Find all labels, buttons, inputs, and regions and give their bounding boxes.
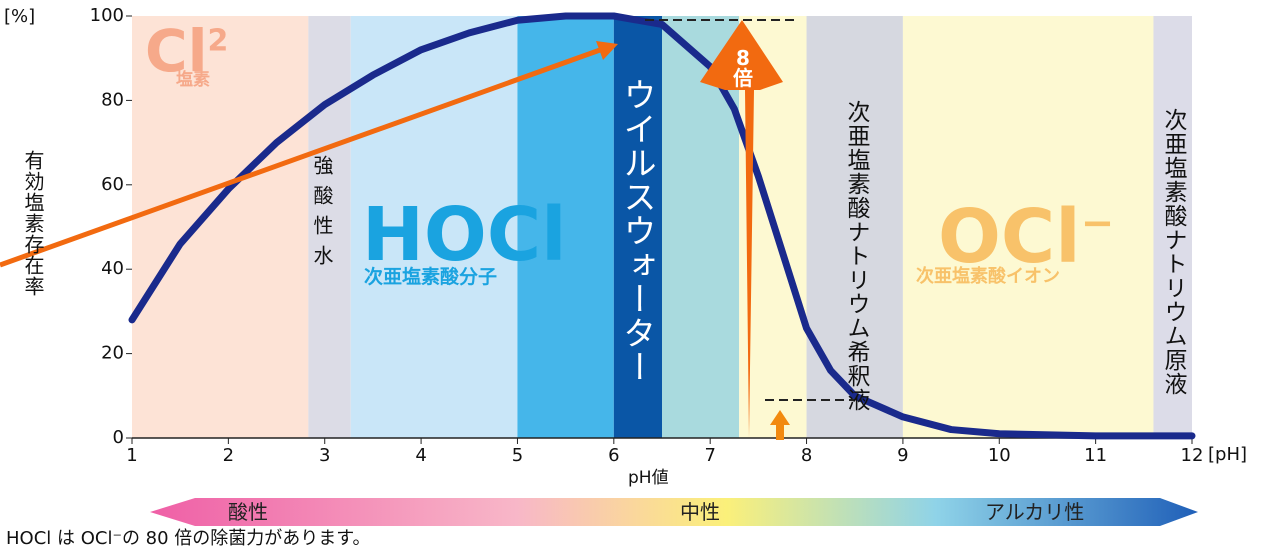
region-band	[132, 16, 309, 438]
y-tick-label: 60	[101, 174, 124, 195]
x-axis-label: pH値	[628, 468, 669, 488]
ocl-name: 次亜塩素酸イオン	[916, 266, 1060, 287]
y-tick-label: 40	[101, 258, 124, 279]
x-tick-label: 3	[319, 445, 330, 466]
x-tick-label: 5	[512, 445, 523, 466]
y-tick-label: 100	[90, 5, 124, 26]
hocl-name: 次亜塩素酸分子	[364, 266, 498, 288]
x-tick-label: 4	[415, 445, 426, 466]
region-band	[350, 16, 518, 438]
cl2-label: Cl2	[145, 17, 229, 85]
ocl-label: OCl−	[938, 194, 1115, 280]
pointer-head	[596, 41, 618, 60]
region-band	[613, 16, 662, 438]
region-band	[1153, 16, 1192, 438]
diluted-label: 次亜塩素酸ナトリウム希釈液	[843, 100, 869, 412]
x-tick-label: 11	[1084, 445, 1107, 466]
alkaline-label: アルカリ性	[985, 500, 1085, 524]
x-tick-label: 7	[704, 445, 715, 466]
x-tick-label: 10	[988, 445, 1011, 466]
y-axis-label: 有効塩素存在率	[21, 150, 45, 297]
y-tick-label: 80	[101, 89, 124, 110]
x-tick-label: 1	[126, 445, 137, 466]
small-arrow	[770, 410, 790, 440]
ph-scale-arrow	[150, 498, 1198, 526]
y-tick-label: 20	[101, 343, 124, 364]
footnote: HOCl は OCl⁻の 80 倍の除菌力があります。	[6, 528, 371, 549]
stock-label: 次亜塩素酸ナトリウム原液	[1160, 108, 1186, 396]
region-band	[308, 16, 351, 438]
region-band	[517, 16, 614, 438]
x-tick-label: 12	[1181, 445, 1204, 466]
strong-acid-label: 強酸性水	[310, 155, 334, 275]
cl2-name: 塩素	[176, 70, 210, 90]
x-tick-label: 2	[223, 445, 234, 466]
region-band	[902, 16, 1154, 438]
times-label: 8倍	[733, 46, 753, 90]
y-tick-label: 0	[113, 427, 124, 448]
x-unit: [pH]	[1208, 444, 1248, 465]
acidic-label: 酸性	[228, 500, 268, 524]
pointer-line	[0, 47, 601, 268]
x-tick-label: 8	[801, 445, 812, 466]
x-tick-label: 9	[897, 445, 908, 466]
region-band	[806, 16, 903, 438]
x-tick-label: 6	[608, 445, 619, 466]
hocl-label: HOCl	[362, 192, 567, 278]
curve	[128, 12, 1196, 440]
y-unit: [%]	[4, 6, 36, 27]
neutral-label: 中性	[680, 500, 720, 524]
virus-water-label: ウイルスウォーター	[618, 78, 657, 384]
